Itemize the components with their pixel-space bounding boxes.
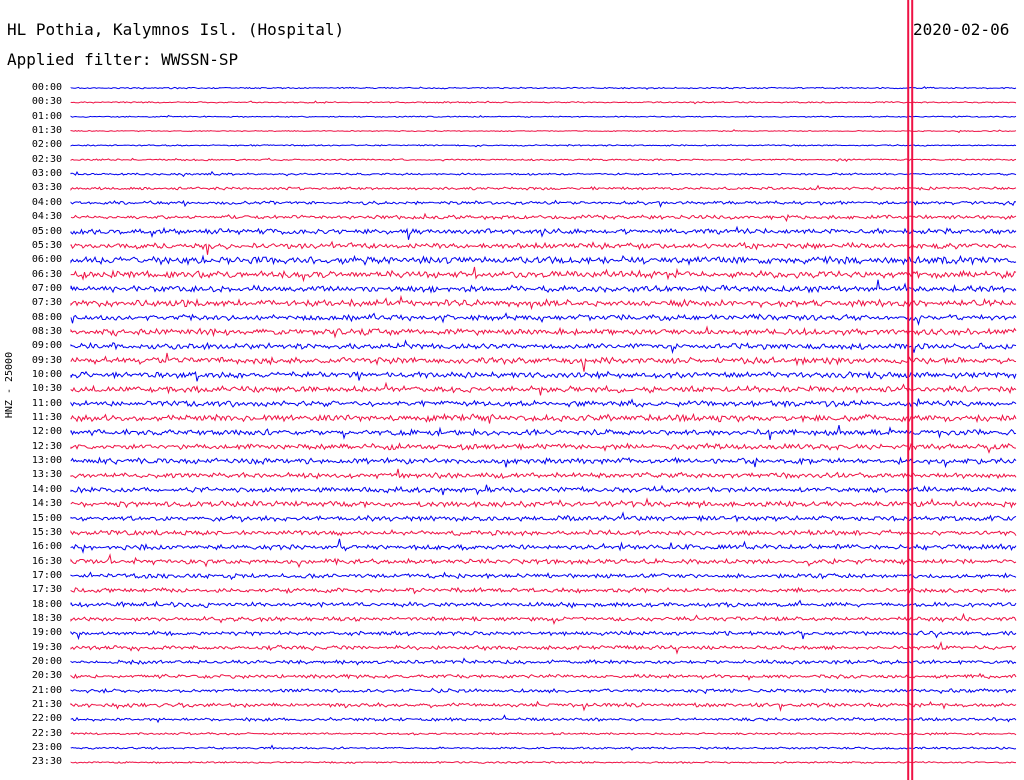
trace-line (71, 588, 1016, 594)
trace-line (71, 425, 1016, 440)
trace-line (71, 485, 1016, 495)
trace-line (71, 399, 1016, 407)
trace-line (71, 372, 1016, 382)
trace-line (71, 145, 1016, 147)
trace-line (71, 444, 1016, 453)
trace-line (71, 297, 1016, 309)
trace-line (71, 702, 1016, 710)
trace-line (71, 458, 1016, 467)
trace-line (71, 539, 1016, 552)
trace-line (71, 659, 1016, 665)
trace-line (71, 643, 1016, 653)
trace-line (71, 383, 1016, 395)
trace-line (71, 242, 1016, 255)
trace-line (71, 130, 1016, 133)
trace-line (71, 280, 1016, 292)
trace-line (71, 573, 1016, 580)
trace-line (71, 314, 1016, 325)
trace-line (71, 674, 1016, 680)
trace-line (71, 513, 1016, 522)
trace-line (71, 555, 1016, 567)
trace-line (71, 116, 1016, 118)
trace-line (71, 186, 1016, 190)
trace-line (71, 353, 1016, 372)
trace-line (71, 158, 1016, 161)
trace-line (71, 172, 1016, 177)
trace-line (71, 341, 1016, 353)
trace-line (71, 414, 1016, 423)
trace-line (71, 530, 1016, 536)
trace-line (71, 201, 1016, 207)
trace-line (71, 499, 1016, 507)
trace-line (71, 601, 1016, 608)
trace-line (71, 87, 1016, 89)
trace-line (71, 688, 1016, 693)
trace-line (71, 631, 1016, 639)
trace-line (71, 715, 1016, 722)
trace-line (71, 227, 1016, 240)
trace-line (71, 256, 1016, 265)
trace-line (71, 267, 1016, 280)
trace-line (71, 214, 1016, 221)
trace-line (71, 469, 1016, 479)
trace-line (71, 733, 1016, 735)
trace-line (71, 761, 1016, 763)
trace-line (71, 327, 1016, 337)
trace-line (71, 614, 1016, 623)
trace-line (71, 746, 1016, 751)
trace-line (71, 101, 1016, 104)
